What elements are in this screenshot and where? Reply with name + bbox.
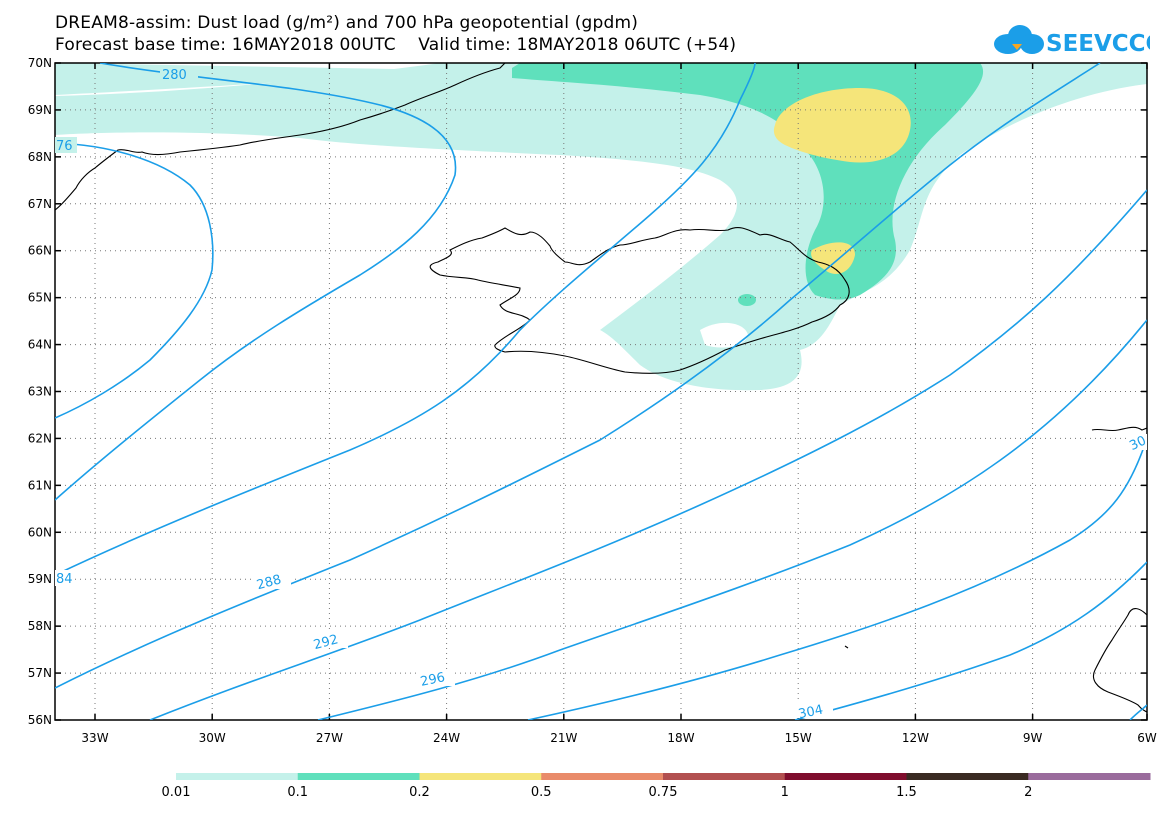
contour-308 — [1129, 704, 1147, 720]
contour-label-296: 296 — [419, 670, 446, 690]
latitude-labels: 70N 69N 68N 67N 66N 65N 64N 63N 62N 61N 60N 59N 58N 5… — [28, 56, 52, 727]
colorbar — [176, 773, 1151, 780]
colorbar-swatch-1 — [297, 773, 420, 780]
lat-label-61N: 61N — [28, 478, 52, 492]
lat-label-64N: 64N — [28, 338, 52, 352]
contour-304 — [794, 561, 1147, 720]
contour-276 — [55, 142, 214, 419]
colorbar-tick-1.5: 1.5 — [896, 785, 917, 800]
lat-label-57N: 57N — [28, 666, 52, 680]
coastlines — [55, 63, 1147, 713]
contour-300 — [527, 437, 1147, 720]
dust-area-0.2 — [773, 88, 911, 163]
dust-area-0.01-north — [55, 63, 1147, 391]
colorbar-swatch-6 — [906, 773, 1029, 780]
colorbar-tick-0.1: 0.1 — [287, 785, 309, 800]
colorbar-swatch-4 — [663, 773, 786, 780]
cloud-logo-icon — [994, 25, 1044, 54]
colorbar-tick-0.5: 0.5 — [530, 785, 552, 800]
colorbar-tick-0.2: 0.2 — [409, 785, 430, 800]
lat-label-69N: 69N — [28, 103, 52, 117]
contour-label-304: 304 — [797, 703, 824, 723]
lon-label-18W: 18W — [667, 731, 694, 745]
longitude-labels: 33W 30W 27W 24W 21W 18W 15W 12W 9W 6W — [81, 731, 1156, 745]
lat-label-59N: 59N — [28, 572, 52, 586]
logo-text: SEEVCCC — [1046, 31, 1150, 56]
lon-label-30W: 30W — [199, 731, 226, 745]
coast-scotland — [1092, 608, 1147, 713]
lon-label-6W: 6W — [1137, 731, 1157, 745]
colorbar-swatch-0 — [176, 773, 299, 780]
contour-label-30: 30 — [1127, 433, 1148, 454]
colorbar-swatch-5 — [784, 773, 907, 780]
lat-label-70N: 70N — [28, 56, 52, 70]
colorbar-tick-1: 1 — [780, 785, 789, 800]
colorbar-swatch-2 — [419, 773, 542, 780]
colorbar-swatch-7 — [1028, 773, 1151, 780]
lat-label-56N: 56N — [28, 713, 52, 727]
coast-iceland — [429, 226, 850, 374]
contour-label-76: 76 — [56, 139, 73, 154]
lat-label-66N: 66N — [28, 244, 52, 258]
gridlines — [55, 63, 1147, 720]
lon-label-27W: 27W — [316, 731, 343, 745]
contour-280 — [55, 63, 457, 501]
contour-label-280: 280 — [162, 68, 187, 83]
contour-284 — [55, 63, 756, 576]
lat-label-68N: 68N — [28, 150, 52, 164]
lat-label-58N: 58N — [28, 619, 52, 633]
seevccc-logo: SEEVCCC — [994, 25, 1150, 56]
colorbar-swatch-3 — [541, 773, 664, 780]
lat-label-60N: 60N — [28, 525, 52, 539]
map-title-line1: DREAM8-assim: Dust load (g/m²) and 700 h… — [55, 13, 639, 33]
lon-label-9W: 9W — [1023, 731, 1043, 745]
lon-label-12W: 12W — [902, 731, 929, 745]
lon-label-15W: 15W — [785, 731, 812, 745]
coast-faroes — [1091, 426, 1147, 432]
contour-labels: 280 76 84 288 292 296 304 30 — [55, 66, 1149, 722]
lat-label-63N: 63N — [28, 385, 52, 399]
lat-label-62N: 62N — [28, 431, 52, 445]
contour-292 — [149, 189, 1147, 720]
dust-fields — [55, 63, 1147, 391]
clear-patch — [700, 322, 748, 348]
map-title-line2: Forecast base time: 16MAY2018 00UTC Vali… — [55, 35, 737, 55]
dust-area-0.2-coast — [811, 242, 855, 275]
lon-label-33W: 33W — [81, 731, 108, 745]
colorbar-tick-0.01: 0.01 — [161, 785, 191, 800]
dust-area-small — [738, 294, 756, 306]
colorbar-tick-0.75: 0.75 — [648, 785, 678, 800]
lon-label-24W: 24W — [433, 731, 460, 745]
colorbar-tick-2: 2 — [1024, 785, 1033, 800]
contour-label-84: 84 — [56, 572, 73, 587]
lat-label-65N: 65N — [28, 291, 52, 305]
lat-label-67N: 67N — [28, 197, 52, 211]
contour-label-292: 292 — [312, 632, 340, 653]
coast-greenland — [55, 63, 506, 211]
coast-rockall — [844, 645, 849, 649]
lon-label-21W: 21W — [550, 731, 577, 745]
contour-label-288: 288 — [255, 572, 283, 593]
